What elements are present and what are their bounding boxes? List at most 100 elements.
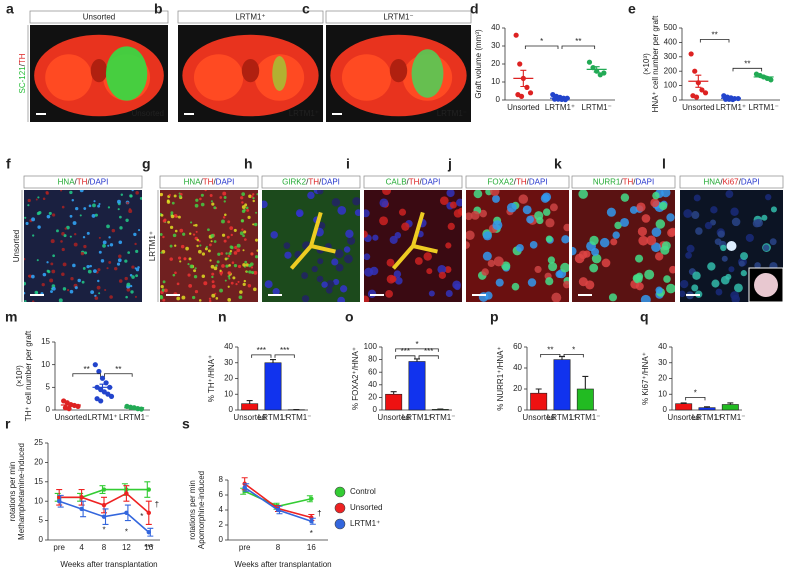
panel-letter: f xyxy=(6,156,11,172)
cell xyxy=(326,280,335,289)
cell xyxy=(194,223,198,227)
y-tick-label: 80 xyxy=(368,355,377,364)
cell xyxy=(97,268,101,272)
cell xyxy=(721,255,728,262)
graft xyxy=(411,49,444,98)
data-point xyxy=(688,51,694,57)
x-tick-label: pre xyxy=(53,543,65,552)
error-bar xyxy=(695,74,702,88)
cell xyxy=(343,246,351,253)
cell xyxy=(125,295,128,299)
legend-label: Control xyxy=(350,487,376,496)
x-tick-label: pre xyxy=(239,543,251,552)
cell xyxy=(210,200,213,203)
cell xyxy=(86,265,90,269)
cell xyxy=(233,264,238,268)
bar xyxy=(385,393,403,411)
cell xyxy=(227,285,230,288)
panel-header-part: / xyxy=(87,178,90,187)
cell xyxy=(572,246,577,256)
y-tick-label: 0 xyxy=(229,405,234,414)
cell xyxy=(301,272,309,279)
data-point xyxy=(518,93,525,99)
cell xyxy=(608,293,618,302)
cell xyxy=(139,197,142,200)
cell xyxy=(120,193,124,196)
sig-label: *** xyxy=(401,347,410,356)
sig-bracket xyxy=(732,67,763,72)
cell xyxy=(318,222,326,230)
header-box xyxy=(23,175,143,189)
cell xyxy=(48,211,52,215)
cell xyxy=(35,198,38,201)
x-tick-label: 16 xyxy=(144,543,153,552)
micrograph xyxy=(572,190,675,302)
inset-label: Unsorted xyxy=(132,109,164,118)
cell xyxy=(234,245,238,250)
data-point xyxy=(702,90,709,96)
cell xyxy=(117,208,120,211)
cell xyxy=(638,235,649,246)
panel-header-part: / xyxy=(419,178,422,187)
data-point xyxy=(108,393,115,399)
x-tick-label: LRTM1⁺ xyxy=(716,103,746,112)
cell xyxy=(81,280,85,284)
cell xyxy=(187,273,191,277)
sig-bracket xyxy=(418,355,439,359)
cell xyxy=(124,259,128,263)
cell xyxy=(71,198,75,202)
cell xyxy=(77,278,81,283)
panel-header-part: Unsorted xyxy=(83,13,115,22)
panel-letter: r xyxy=(5,416,11,432)
cell xyxy=(466,230,475,240)
cell xyxy=(194,289,199,294)
cell xyxy=(636,202,646,212)
cell xyxy=(256,249,258,252)
side-label-part: LRTM1⁺ xyxy=(148,231,157,261)
micrograph xyxy=(178,25,323,122)
panel-header-part: DAPI xyxy=(741,178,760,187)
cell xyxy=(131,265,135,269)
cell xyxy=(97,204,101,208)
panel-header-part: / xyxy=(407,178,410,187)
cell xyxy=(252,199,255,203)
y-tick-label: 4 xyxy=(219,505,224,514)
sig-label: ** xyxy=(744,59,750,68)
cell xyxy=(27,198,31,203)
header-box xyxy=(363,175,463,189)
panel-header-part: DAPI xyxy=(321,178,340,187)
cell xyxy=(176,282,180,286)
cell xyxy=(228,251,232,256)
panel-header-part: DAPI xyxy=(216,178,235,187)
data-point xyxy=(96,368,102,375)
cell xyxy=(386,274,396,284)
error-bar xyxy=(131,406,138,409)
series-point xyxy=(79,506,84,512)
cell xyxy=(241,192,246,196)
panel-letter: m xyxy=(5,309,17,325)
cell xyxy=(242,282,246,287)
annotation: † xyxy=(155,500,159,509)
cell xyxy=(102,240,107,245)
cell xyxy=(127,251,131,254)
bar xyxy=(675,403,693,411)
x-tick-label: Unsorted xyxy=(233,413,265,422)
cell xyxy=(620,217,630,227)
cell xyxy=(135,268,140,272)
cell xyxy=(393,270,402,278)
cell xyxy=(386,258,395,267)
cell xyxy=(635,272,644,281)
cell xyxy=(237,264,242,269)
cell xyxy=(283,242,291,249)
cell xyxy=(213,240,217,243)
cell xyxy=(547,256,556,264)
cell xyxy=(295,209,304,217)
cell xyxy=(331,198,341,207)
y-tick-label: 15 xyxy=(41,337,50,346)
cell xyxy=(69,190,73,195)
cell xyxy=(445,290,453,298)
cell xyxy=(364,230,368,238)
cell xyxy=(457,207,462,216)
cell xyxy=(130,290,134,294)
bar xyxy=(408,361,426,411)
